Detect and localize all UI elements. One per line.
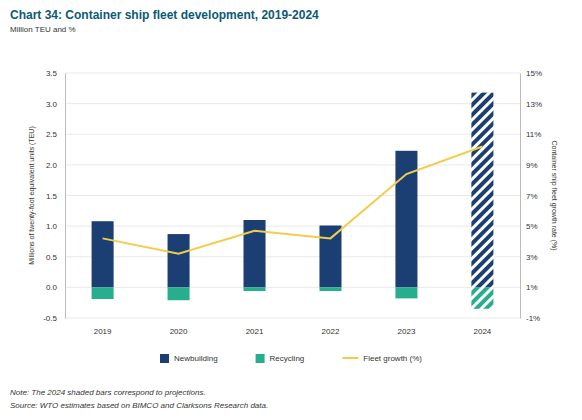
tick-label: 5% <box>526 222 538 231</box>
legend-symbol <box>256 354 265 363</box>
tick: 5% <box>520 222 538 231</box>
tick-label: 0.5 <box>46 253 58 262</box>
axis-line <box>520 74 521 319</box>
plot-area <box>92 93 494 309</box>
line <box>103 147 483 254</box>
tick: 0.0 <box>46 283 65 292</box>
tick-label: 9% <box>526 161 538 170</box>
tick-label: 2022 <box>322 327 340 336</box>
grid-line <box>65 103 520 104</box>
tick: 1% <box>520 283 538 292</box>
bar <box>168 287 190 300</box>
bar <box>92 287 114 299</box>
subtitle: Million TEU and % <box>10 25 76 34</box>
grid-line <box>65 195 520 196</box>
tick-label: 11% <box>526 130 541 139</box>
tick-label: 2023 <box>398 327 416 336</box>
tick: 2022 <box>322 327 340 336</box>
legend: Newbuilding Recycling Fleet growth (%) <box>160 354 422 363</box>
tick-label: 0.0 <box>46 283 58 292</box>
tick: 11% <box>520 130 541 139</box>
grid-line <box>65 134 520 135</box>
grid-line <box>65 318 520 319</box>
tick-label: 2024 <box>474 327 492 336</box>
tick: 2.5 <box>46 130 65 139</box>
grid <box>65 73 520 318</box>
tick-label: 3.5 <box>46 69 58 78</box>
tick: 2020 <box>170 327 188 336</box>
tick: 9% <box>520 161 538 170</box>
grid-line <box>65 287 520 288</box>
bar <box>244 287 266 291</box>
legend-label: Fleet growth (%) <box>363 354 422 363</box>
grid-line <box>65 226 520 227</box>
tick-label: 2021 <box>246 327 264 336</box>
tick: 2023 <box>398 327 416 336</box>
tick-label: 2.5 <box>46 130 58 139</box>
tick-label: 1.0 <box>46 222 58 231</box>
tick-label: 13% <box>526 100 542 109</box>
tick-label: 7% <box>526 192 538 201</box>
tick: 2021 <box>246 327 264 336</box>
tick: 2.0 <box>46 161 65 170</box>
tick: 2019 <box>94 327 112 336</box>
note: Note: The 2024 shaded bars correspond to… <box>10 388 206 397</box>
tick-label: -1% <box>526 314 540 323</box>
tick: 2024 <box>474 327 492 336</box>
chart: Chart 34: Container ship fleet developme… <box>0 0 582 420</box>
tick: 3.5 <box>46 69 65 78</box>
grid-line <box>65 256 520 257</box>
bar <box>471 93 493 288</box>
legend-label: Recycling <box>270 354 305 363</box>
tick-label: 2020 <box>170 327 188 336</box>
grid-line <box>65 164 520 165</box>
tick-label: 2.0 <box>46 161 58 170</box>
tick-label: 2019 <box>94 327 112 336</box>
axis-line <box>65 74 66 319</box>
bar <box>395 287 417 298</box>
tick-label: 1% <box>526 283 538 292</box>
tick: -1% <box>520 314 540 323</box>
tick: 7% <box>520 192 538 201</box>
tick: 3% <box>520 253 538 262</box>
bar <box>168 234 190 287</box>
tick-label: 1.5 <box>46 192 58 201</box>
tick: 1.5 <box>46 192 65 201</box>
legend-label: Newbuilding <box>174 354 218 363</box>
title: Chart 34: Container ship fleet developme… <box>10 8 319 22</box>
legend-symbol <box>160 354 169 363</box>
tick: -0.5 <box>43 314 65 323</box>
bar <box>319 287 341 291</box>
bar <box>471 287 493 308</box>
bar <box>319 226 341 288</box>
source: Source: WTO estimates based on BIMCO and… <box>10 401 268 410</box>
tick: 15% <box>520 69 542 78</box>
tick-label: -0.5 <box>43 314 57 323</box>
y2-axis-title: Container ship fleet growth rate (%) <box>550 140 558 250</box>
legend-symbol <box>342 357 358 359</box>
y-axis-title: Millions of twenty-foot equivalent units… <box>28 126 36 265</box>
tick: 0.5 <box>46 253 65 262</box>
tick: 13% <box>520 100 542 109</box>
grid-line <box>65 73 520 74</box>
tick-label: 15% <box>526 69 542 78</box>
y-axis: -0.5 0.0 0.5 1.0 1.5 2.0 2.5 3.0 3.5 <box>43 69 65 323</box>
y2-axis: -1% 1% 3% 5% 7% 9% 11% 13% 15% <box>520 69 542 323</box>
tick-label: 3.0 <box>46 100 58 109</box>
bar <box>92 221 114 287</box>
tick: 3.0 <box>46 100 65 109</box>
tick-label: 3% <box>526 253 538 262</box>
x-axis: 2019 2020 2021 2022 2023 2024 <box>94 327 492 336</box>
tick: 1.0 <box>46 222 65 231</box>
